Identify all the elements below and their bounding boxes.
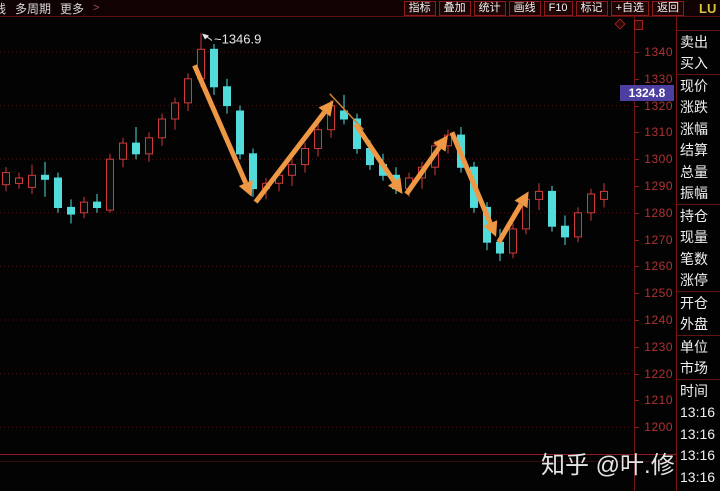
quote-label: 笔数 [680, 250, 708, 267]
quote-group: 时间 13:16 13:16 13:16 13:16 13:16 [677, 379, 720, 491]
quote-label: 现价 [680, 77, 708, 94]
quote-time-value: 13:16 [680, 447, 716, 464]
quote-label: 现量 [680, 229, 708, 246]
kline-chart[interactable]: ~1346.9 [0, 17, 634, 491]
axis-tick [635, 320, 639, 321]
clipped-menu-item[interactable]: 线 [0, 1, 7, 16]
f10-button[interactable]: F10 [543, 0, 573, 16]
quote-label: 单位 [680, 338, 708, 355]
add-watchlist-button[interactable]: +自选 [610, 0, 649, 16]
quote-label: 持仓 [680, 207, 708, 224]
axis-tick [635, 293, 639, 295]
quote-label: 卖出 [680, 33, 708, 50]
quote-label: 外盘 [680, 316, 708, 333]
axis-label: 1220 [644, 366, 673, 381]
axis-tick [635, 212, 639, 214]
axis-label: 1210 [644, 393, 673, 408]
toolbar-right: 指标 叠加 统计 画线 F10 标记 +自选 返回 [403, 0, 684, 16]
toolbar-left: 线多周期 更多 > [0, 0, 99, 17]
axis-tick [635, 52, 639, 53]
contract-symbol: LU [699, 1, 717, 16]
quote-time-value: 13:16 [680, 468, 716, 485]
current-price-tag: 1324.8 [620, 84, 674, 101]
quote-label: 涨跌 [680, 99, 708, 116]
axis-label: 1240 [644, 313, 673, 327]
top-menu-bar: 线多周期 更多 > 指标 叠加 统计 画线 F10 标记 +自选 返回 [0, 0, 720, 17]
axis-label: 1260 [644, 259, 673, 274]
axis-tick [635, 132, 639, 134]
axis-tick [635, 427, 639, 429]
axis-tick [635, 78, 639, 80]
back-button[interactable]: 返回 [652, 0, 684, 16]
axis-label: 1300 [644, 152, 673, 167]
quote-group: 开仓 外盘 [677, 291, 720, 335]
axis-tick [635, 105, 639, 107]
quote-label: 开仓 [680, 294, 708, 311]
price-axis: 1324.8 1340 1330 1320 1310 1300 1290 1280 1270 1… [620, 17, 676, 491]
chevron-right-icon: > [93, 2, 100, 14]
axis-label: 1250 [644, 286, 673, 301]
statistics-button[interactable]: 统计 [473, 0, 506, 16]
indicator-button[interactable]: 指标 [403, 0, 436, 16]
axis-label: 1270 [644, 232, 673, 247]
axis-tick [635, 400, 639, 402]
quote-group: 持仓 现量 笔数 涨停 [677, 204, 720, 291]
pane-separator-line-2 [0, 461, 676, 462]
axis-tick [635, 346, 639, 348]
draw-line-button[interactable]: 画线 [508, 0, 541, 16]
axis-label: 1320 [644, 98, 673, 113]
maximize-icon[interactable] [634, 20, 643, 30]
axis-label: 1330 [644, 71, 673, 86]
axis-label: 1230 [644, 339, 673, 354]
quote-group: 现价涨跌涨幅结算总量振幅 [677, 74, 720, 204]
quote-label: 涨幅 [680, 120, 708, 137]
quote-label: 结算 [680, 142, 708, 159]
axis-label: 1200 [644, 420, 673, 435]
quote-label: 振幅 [680, 185, 708, 202]
quote-group: 单位 市场 [677, 335, 720, 379]
axis-tick [635, 159, 639, 161]
mark-button[interactable]: 标记 [575, 0, 608, 16]
axis-tick [635, 373, 639, 375]
axis-tick [635, 239, 639, 241]
more-menu[interactable]: 更多 [60, 1, 85, 16]
pane-separator-line [0, 454, 676, 455]
watermark: 知乎 @叶.修 [541, 452, 675, 479]
axis-label: 1280 [644, 205, 673, 220]
axis-label: 1340 [644, 45, 673, 59]
quote-panel: 卖出买入现价涨跌涨幅结算总量振幅持仓现量笔数涨停开仓外盘单位市场时间 13:16 1… [676, 17, 720, 491]
quote-label: 总量 [680, 163, 708, 180]
overlay-button[interactable]: 叠加 [438, 0, 471, 16]
quote-label: 市场 [680, 360, 708, 377]
axis-tick [635, 186, 639, 187]
quote-time-value: 13:16 [677, 488, 720, 491]
quote-time-value: 13:16 [680, 425, 716, 442]
quote-label: 时间 [680, 382, 708, 399]
axis-tick [635, 266, 639, 268]
multi-period-menu[interactable]: 多周期 [15, 1, 52, 16]
axis-label: 1310 [644, 125, 673, 140]
quote-group: 卖出 买入 [677, 30, 720, 74]
svg-text:~1346.9: ~1346.9 [214, 32, 261, 47]
quote-label: 涨停 [680, 272, 708, 289]
quote-label: 买入 [680, 55, 708, 72]
axis-label: 1290 [644, 179, 673, 193]
quote-time-value: 13:16 [680, 404, 716, 421]
